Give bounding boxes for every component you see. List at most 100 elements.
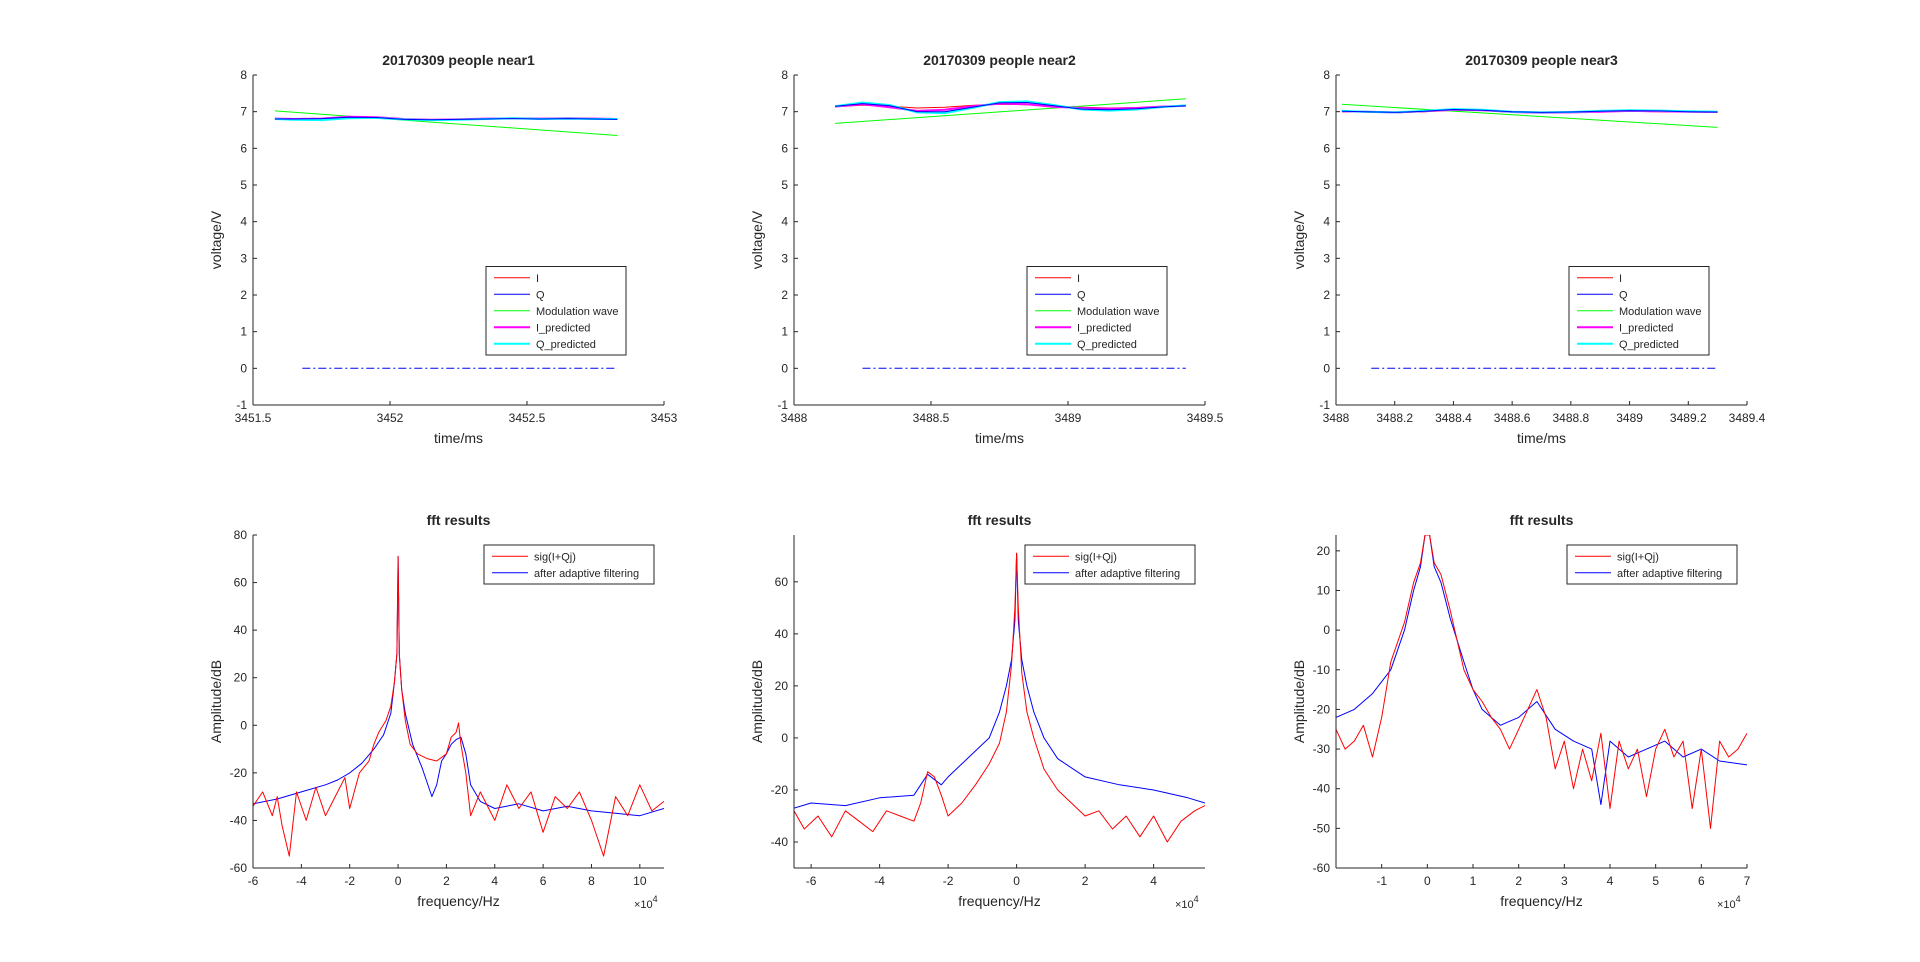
- y-tick-label: 8: [1323, 68, 1330, 82]
- chart-1: 3451.5 3452 3452.5 3453 -1 0 1 2 3 4 5 6 7 8 20170309 …: [208, 52, 678, 446]
- y-tick-label: 7: [781, 105, 788, 119]
- x-tick-label: 6: [540, 874, 547, 888]
- y-tick-label: 4: [240, 215, 247, 229]
- x-tick-label: 3488.8: [1553, 411, 1590, 425]
- chart-title: fft results: [427, 512, 491, 528]
- x-tick-label: 8: [588, 874, 595, 888]
- y-tick-label: -50: [1313, 821, 1331, 835]
- x-tick-label: -2: [943, 874, 954, 888]
- y-tick-label: 7: [240, 105, 247, 119]
- legend-label: Q_predicted: [536, 339, 596, 351]
- x-tick-label: -1: [1376, 874, 1387, 888]
- x-tick-label: 0: [1013, 874, 1020, 888]
- legend-label: I: [536, 273, 539, 285]
- y-tick-label: 2: [1323, 288, 1330, 302]
- x-axis-label: frequency/Hz: [417, 893, 499, 909]
- exponent-base: ×10: [634, 899, 653, 911]
- legend-label: Q: [1619, 289, 1628, 301]
- y-tick-label: 1: [781, 325, 788, 339]
- legend-label: sig(I+Qj): [1075, 551, 1117, 563]
- x-tick-label: 3452: [377, 411, 404, 425]
- y-tick-label: 20: [775, 679, 789, 693]
- x-tick-label: 2: [1515, 874, 1522, 888]
- y-tick-label: 20: [1317, 544, 1331, 558]
- x-tick-label: 3488.5: [913, 411, 950, 425]
- series-line-sig-i-qj-: [1336, 535, 1747, 829]
- series-group: [1341, 103, 1718, 369]
- x-tick-label: 3488.2: [1376, 411, 1413, 425]
- legend-label: I: [1619, 273, 1622, 285]
- y-tick-label: 8: [240, 68, 247, 82]
- y-tick-label: 5: [1323, 178, 1330, 192]
- x-tick-label: 3451.5: [235, 411, 272, 425]
- series-line-sig-i-qj-: [253, 555, 664, 857]
- series-line-q: [1341, 109, 1718, 113]
- y-tick-label: 3: [781, 251, 788, 265]
- legend-box: [483, 544, 655, 585]
- x-axis-label: frequency/Hz: [1500, 893, 1582, 909]
- legend-label: Modulation wave: [536, 306, 619, 318]
- x-tick-label: 3489.4: [1729, 411, 1766, 425]
- legend-label: Q: [1077, 289, 1086, 301]
- legend-label: sig(I+Qj): [1617, 551, 1659, 563]
- y-tick-label: 3: [240, 251, 247, 265]
- legend-label: I: [1077, 273, 1080, 285]
- x-tick-label: 3452.5: [509, 411, 546, 425]
- x-axis-label: time/ms: [975, 430, 1024, 446]
- x-tick-label: 0: [395, 874, 402, 888]
- y-tick-label: 0: [781, 361, 788, 375]
- plot-area: [794, 535, 1205, 868]
- series-line-i-predicted: [835, 102, 1186, 112]
- series-group: [253, 555, 664, 857]
- x-tick-label: 2: [1082, 874, 1089, 888]
- legend: IQ Modulation wave I_predicted Q_predicted: [1026, 266, 1168, 356]
- x-tick-label: 5: [1652, 874, 1659, 888]
- x-tick-label: 3488: [781, 411, 808, 425]
- x-tick-label: 3489: [1055, 411, 1082, 425]
- y-tick-label: 6: [781, 141, 788, 155]
- x-tick-label: 3488: [1323, 411, 1350, 425]
- y-tick-label: 0: [1323, 623, 1330, 637]
- x-tick-label: -6: [806, 874, 817, 888]
- y-tick-label: -10: [1313, 663, 1331, 677]
- x-tick-label: 3489.2: [1670, 411, 1707, 425]
- y-tick-label: -40: [771, 835, 789, 849]
- x-tick-label: 3488.4: [1435, 411, 1472, 425]
- y-tick-label: 5: [781, 178, 788, 192]
- x-exponent-label: ×104: [1175, 894, 1199, 911]
- y-tick-label: 60: [234, 576, 248, 590]
- chart-2: 3488 3488.5 3489 3489.5 -1 0 1 2 3 4 5 6 7 8 20170309 …: [749, 52, 1224, 446]
- x-tick-label: 4: [1607, 874, 1614, 888]
- exponent-power: 4: [1194, 894, 1199, 904]
- y-tick-label: -30: [1313, 742, 1331, 756]
- y-tick-label: 2: [240, 288, 247, 302]
- legend-label: I_predicted: [1077, 322, 1131, 334]
- x-exponent-label: ×104: [1717, 894, 1741, 911]
- y-tick-label: 4: [1323, 215, 1330, 229]
- series-line-sig-i-qj-: [794, 552, 1205, 843]
- y-tick-label: -1: [777, 398, 788, 412]
- x-tick-label: 3453: [651, 411, 678, 425]
- series-line-modulation-wave: [1341, 103, 1718, 128]
- series-line-q: [274, 116, 618, 121]
- legend: sig(I+Qj) after adaptive filtering: [1566, 544, 1738, 585]
- series-line-q: [835, 102, 1186, 113]
- y-axis-label: Amplitude/dB: [1291, 660, 1307, 743]
- y-tick-label: 2: [781, 288, 788, 302]
- chart-3: 3488 3488.2 3488.4 3488.6 3488.8 3489 3489.2 34…: [1291, 52, 1766, 446]
- y-axis-label: Amplitude/dB: [749, 660, 765, 743]
- y-tick-label: -20: [1313, 702, 1331, 716]
- series-line-modulation-wave: [274, 110, 618, 136]
- x-tick-label: 3488.6: [1494, 411, 1531, 425]
- y-tick-label: 80: [234, 528, 248, 542]
- x-tick-label: 2: [443, 874, 450, 888]
- y-axis-label: voltage/V: [749, 210, 765, 269]
- y-tick-label: -20: [230, 766, 248, 780]
- y-tick-label: 3: [1323, 251, 1330, 265]
- series-group: [834, 98, 1186, 369]
- x-tick-label: -2: [344, 874, 355, 888]
- legend-label: after adaptive filtering: [534, 568, 639, 580]
- x-tick-label: -6: [248, 874, 259, 888]
